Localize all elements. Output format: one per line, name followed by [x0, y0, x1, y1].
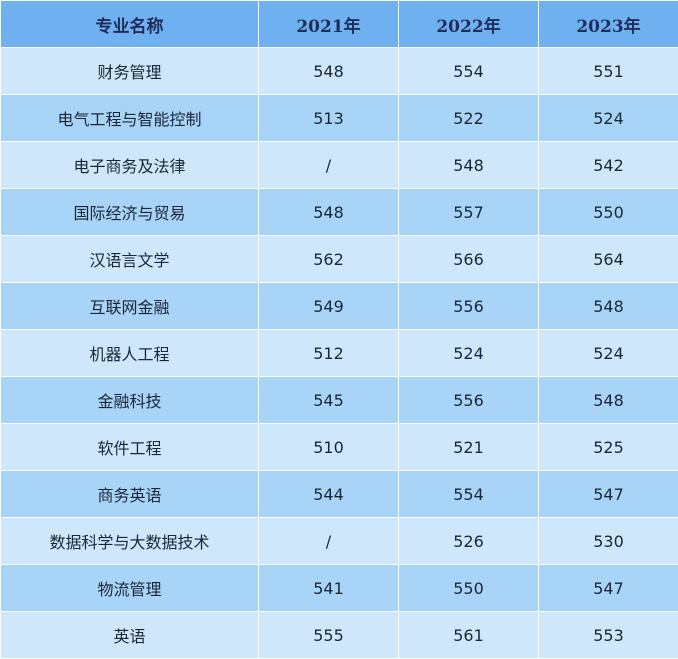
cell-2022: 556 — [398, 282, 539, 330]
cell-2022: 561 — [398, 611, 539, 659]
header-2023: 2023年 — [538, 0, 678, 48]
table-row: 英语 555 561 553 — [0, 611, 678, 659]
cell-2021: 541 — [258, 564, 399, 612]
cell-2022: 521 — [398, 423, 539, 471]
cell-2022: 524 — [398, 329, 539, 377]
cell-2023: 525 — [538, 423, 678, 471]
cell-2023: 564 — [538, 235, 678, 283]
table-row: 商务英语 544 554 547 — [0, 470, 678, 518]
table-row: 物流管理 541 550 547 — [0, 564, 678, 612]
cell-2021: 562 — [258, 235, 399, 283]
cell-2023: 542 — [538, 141, 678, 189]
cell-2023: 550 — [538, 188, 678, 236]
cell-2021: 513 — [258, 94, 399, 142]
cell-2021: 512 — [258, 329, 399, 377]
table-row: 电子商务及法律 / 548 542 — [0, 141, 678, 189]
cell-2023: 530 — [538, 517, 678, 565]
cell-2022: 548 — [398, 141, 539, 189]
header-2021: 2021年 — [258, 0, 399, 48]
table-row: 机器人工程 512 524 524 — [0, 329, 678, 377]
cell-2021: 544 — [258, 470, 399, 518]
table-row: 互联网金融 549 556 548 — [0, 282, 678, 330]
cell-2021: 510 — [258, 423, 399, 471]
table-header: 专业名称 2021年 2022年 2023年 — [0, 0, 678, 48]
cell-2023: 524 — [538, 329, 678, 377]
cell-major: 数据科学与大数据技术 — [0, 517, 259, 565]
cell-2021: 549 — [258, 282, 399, 330]
cell-2021: / — [258, 517, 399, 565]
cell-2022: 566 — [398, 235, 539, 283]
cell-2021: 548 — [258, 47, 399, 95]
header-major: 专业名称 — [0, 0, 259, 48]
cell-major: 财务管理 — [0, 47, 259, 95]
cell-2022: 550 — [398, 564, 539, 612]
header-2022: 2022年 — [398, 0, 539, 48]
cell-2022: 522 — [398, 94, 539, 142]
table-row: 汉语言文学 562 566 564 — [0, 235, 678, 283]
table-row: 软件工程 510 521 525 — [0, 423, 678, 471]
cell-major: 国际经济与贸易 — [0, 188, 259, 236]
cell-2023: 548 — [538, 282, 678, 330]
cell-major: 机器人工程 — [0, 329, 259, 377]
cell-major: 英语 — [0, 611, 259, 659]
cell-2023: 551 — [538, 47, 678, 95]
cell-major: 金融科技 — [0, 376, 259, 424]
cell-2023: 547 — [538, 470, 678, 518]
table-row: 国际经济与贸易 548 557 550 — [0, 188, 678, 236]
cell-2021: / — [258, 141, 399, 189]
cell-2023: 524 — [538, 94, 678, 142]
cell-major: 商务英语 — [0, 470, 259, 518]
table-body: 财务管理 548 554 551 电气工程与智能控制 513 522 524 电… — [0, 47, 678, 659]
cell-2021: 548 — [258, 188, 399, 236]
cell-2023: 548 — [538, 376, 678, 424]
cell-major: 软件工程 — [0, 423, 259, 471]
cell-2023: 547 — [538, 564, 678, 612]
cell-2022: 526 — [398, 517, 539, 565]
cell-2022: 556 — [398, 376, 539, 424]
table-row: 数据科学与大数据技术 / 526 530 — [0, 517, 678, 565]
cell-2022: 554 — [398, 47, 539, 95]
table-row: 电气工程与智能控制 513 522 524 — [0, 94, 678, 142]
header-row: 专业名称 2021年 2022年 2023年 — [0, 0, 678, 48]
table-row: 金融科技 545 556 548 — [0, 376, 678, 424]
cell-2022: 557 — [398, 188, 539, 236]
cell-2021: 545 — [258, 376, 399, 424]
table-row: 财务管理 548 554 551 — [0, 47, 678, 95]
cell-2023: 553 — [538, 611, 678, 659]
cell-major: 电气工程与智能控制 — [0, 94, 259, 142]
cell-major: 汉语言文学 — [0, 235, 259, 283]
cell-major: 电子商务及法律 — [0, 141, 259, 189]
cell-major: 互联网金融 — [0, 282, 259, 330]
cell-major: 物流管理 — [0, 564, 259, 612]
cell-2022: 554 — [398, 470, 539, 518]
cell-2021: 555 — [258, 611, 399, 659]
